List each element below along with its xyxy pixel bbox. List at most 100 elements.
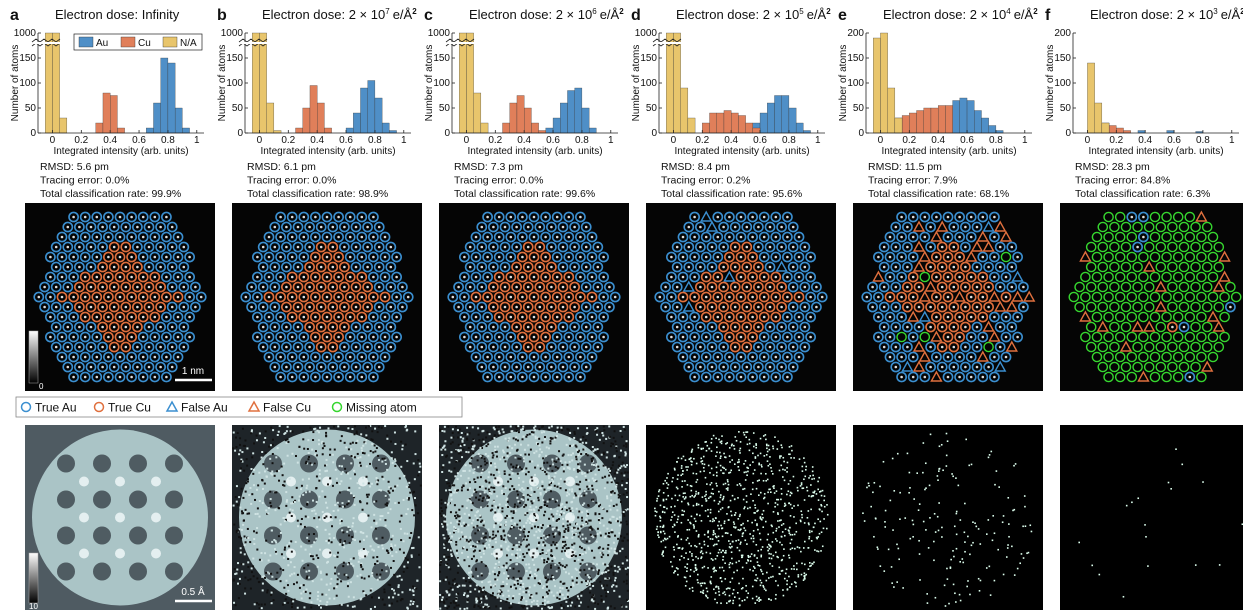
noise-pixel [378,597,380,599]
noise-pixel [318,516,320,518]
noise-pixel [363,548,365,550]
atom-spot [303,336,306,339]
noise-pixel [511,526,513,528]
noise-pixel [454,504,456,506]
noise-pixel [598,502,600,504]
noise-pixel [596,563,598,565]
noise-pixel [363,539,365,541]
noise-pixel [603,601,605,603]
noise-pixel [544,438,546,440]
noise-pixel [440,503,442,505]
noise-pixel [496,495,498,497]
noise-pixel [555,466,557,468]
atom-spot [676,306,679,309]
noise-pixel [551,555,553,557]
noise-pixel [382,547,384,549]
atom-spot [159,226,162,229]
electron-count [681,514,683,516]
noise-pixel [461,489,463,491]
atom-spot [332,366,335,369]
atom-spot [78,326,81,329]
atom-spot [337,376,340,379]
noise-pixel [477,597,479,599]
y-tick-label: 100 [226,78,243,89]
atom-spot [337,256,340,259]
noise-pixel [480,465,482,467]
noise-pixel [285,505,287,507]
noise-pixel [596,427,598,429]
noise-pixel [499,526,501,528]
noise-pixel [247,528,249,530]
noise-pixel [299,587,301,589]
noise-pixel [328,589,330,591]
noise-pixel [295,541,297,543]
atom-spot [194,306,197,309]
noise-pixel [554,476,556,478]
noise-pixel [589,592,591,594]
noise-pixel [386,469,388,471]
noise-pixel [580,525,582,527]
atom-spot [775,216,778,219]
atom-spot [498,276,501,279]
noise-pixel [472,452,474,454]
noise-pixel [465,580,467,582]
noise-pixel [521,605,523,607]
noise-pixel [568,507,570,509]
noise-pixel [487,505,489,507]
noise-pixel [486,499,488,501]
probe-bright [565,549,575,559]
electron-count [715,483,717,485]
noise-pixel [581,517,583,519]
noise-pixel [495,522,497,524]
noise-pixel [515,537,517,539]
noise-pixel [466,439,468,441]
electron-count [689,529,691,531]
noise-pixel [406,607,408,609]
atom-spot [349,276,352,279]
noise-pixel [339,519,341,521]
noise-pixel [492,534,494,536]
atom-spot [285,246,288,249]
atom-spot [608,286,611,289]
x-tick-label: 1 [401,135,407,146]
noise-pixel [388,492,390,494]
noise-pixel [313,541,315,543]
atom-spot [291,336,294,339]
noise-pixel [235,496,237,498]
atom-spot [136,266,139,269]
noise-pixel [623,465,625,467]
atom-spot [113,326,116,329]
noise-pixel [464,536,466,538]
noise-pixel [562,541,564,543]
noise-pixel [607,554,609,556]
noise-pixel [362,483,364,485]
noise-pixel [236,569,238,571]
probe-dark [165,491,183,509]
noise-pixel [247,561,249,563]
atom-spot [125,266,128,269]
noise-pixel [610,445,612,447]
noise-pixel [301,485,303,487]
noise-pixel [592,457,594,459]
noise-pixel [493,550,495,552]
noise-pixel [555,532,557,534]
noise-pixel [388,596,390,598]
x-tick-label: 0.2 [695,135,709,146]
noise-pixel [498,434,500,436]
atom-spot [154,336,157,339]
atom-spot [361,296,364,299]
noise-pixel [504,534,506,536]
noise-pixel [450,491,452,493]
noise-pixel [486,539,488,541]
noise-pixel [533,600,535,602]
noise-pixel [504,473,506,475]
noise-pixel [567,596,569,598]
noise-pixel [598,519,600,521]
noise-pixel [251,431,253,433]
title-text: Electron dose: Infinity [55,7,180,22]
noise-pixel [309,491,311,493]
noise-pixel [387,512,389,514]
atom-spot [326,216,329,219]
atom-spot [366,366,369,369]
atom-spot [568,216,571,219]
